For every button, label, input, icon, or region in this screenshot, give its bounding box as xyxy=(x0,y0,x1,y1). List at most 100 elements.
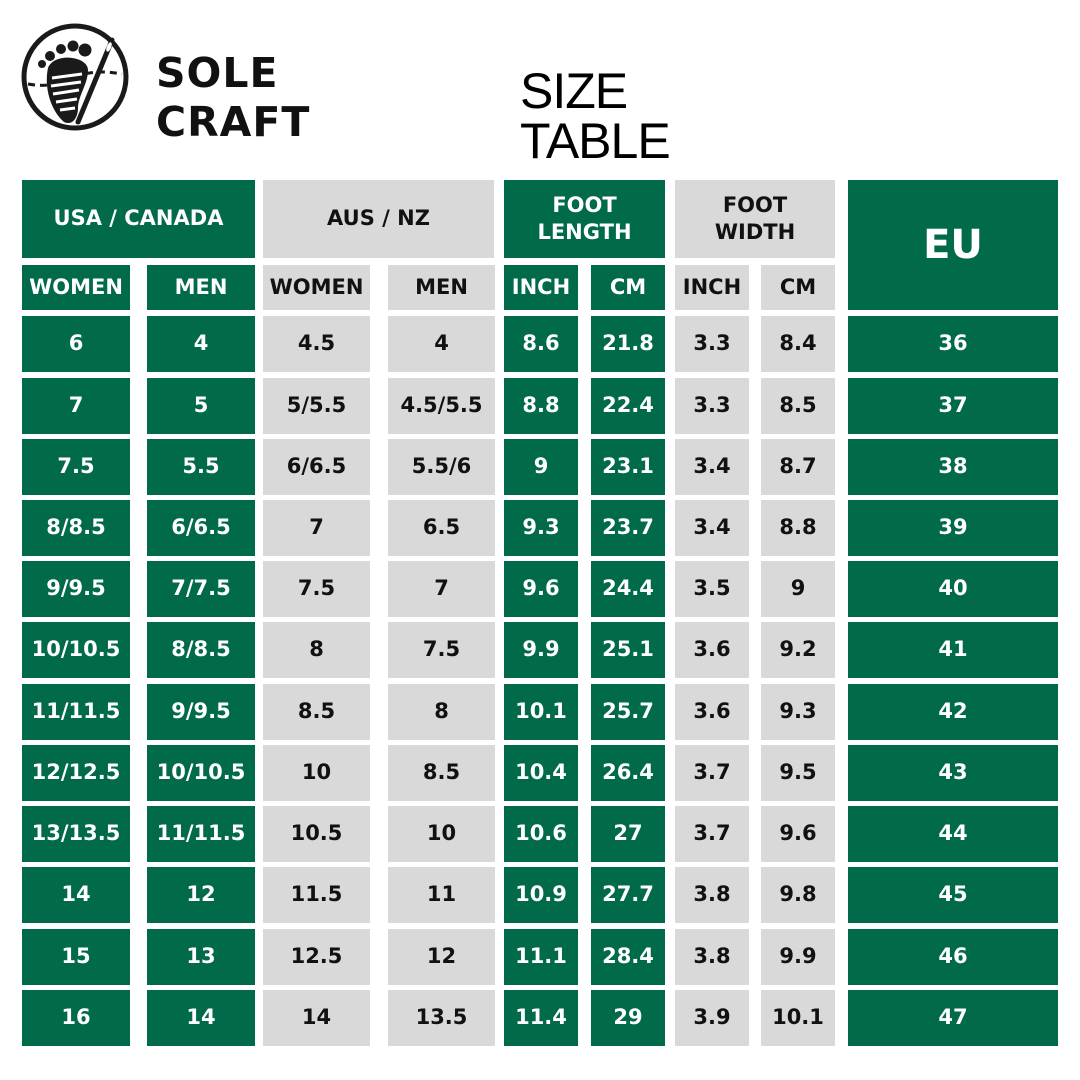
subheader-length-cm: CM xyxy=(591,265,665,310)
cell-usa-women: 11/11.5 xyxy=(22,684,130,740)
cell-length-cm: 27 xyxy=(591,806,665,862)
cell-aus-women: 5/5.5 xyxy=(263,378,370,434)
subheader-usa-women: WOMEN xyxy=(22,265,130,310)
cell-length-cm: 23.1 xyxy=(591,439,665,495)
cell-aus-women: 6/6.5 xyxy=(263,439,370,495)
cell-usa-women: 12/12.5 xyxy=(22,745,130,801)
brand-name-line-1: SOLE xyxy=(156,49,279,97)
cell-aus-men: 12 xyxy=(388,929,495,985)
cell-usa-women: 7 xyxy=(22,378,130,434)
cell-usa-men: 5.5 xyxy=(147,439,255,495)
cell-length-cm: 24.4 xyxy=(591,561,665,617)
cell-length-inch: 8.6 xyxy=(504,316,578,372)
cell-eu: 42 xyxy=(848,684,1058,740)
cell-aus-men: 5.5/6 xyxy=(388,439,495,495)
brand-logo: SOLE CRAFT xyxy=(20,22,309,143)
cell-width-inch: 3.8 xyxy=(675,929,749,985)
cell-aus-women: 10 xyxy=(263,745,370,801)
cell-usa-men: 6/6.5 xyxy=(147,500,255,556)
cell-usa-men: 7/7.5 xyxy=(147,561,255,617)
cell-aus-men: 13.5 xyxy=(388,990,495,1046)
cell-aus-men: 7.5 xyxy=(388,622,495,678)
cell-length-inch: 10.9 xyxy=(504,867,578,923)
cell-length-cm: 23.7 xyxy=(591,500,665,556)
cell-length-inch: 11.4 xyxy=(504,990,578,1046)
cell-usa-women: 7.5 xyxy=(22,439,130,495)
cell-usa-men: 8/8.5 xyxy=(147,622,255,678)
cell-width-inch: 3.7 xyxy=(675,806,749,862)
cell-width-cm: 9.8 xyxy=(761,867,835,923)
cell-length-inch: 10.1 xyxy=(504,684,578,740)
cell-aus-women: 8.5 xyxy=(263,684,370,740)
cell-length-inch: 9 xyxy=(504,439,578,495)
cell-width-cm: 9.6 xyxy=(761,806,835,862)
cell-length-cm: 28.4 xyxy=(591,929,665,985)
cell-width-cm: 9.9 xyxy=(761,929,835,985)
cell-width-cm: 8.4 xyxy=(761,316,835,372)
cell-eu: 46 xyxy=(848,929,1058,985)
cell-eu: 39 xyxy=(848,500,1058,556)
subheader-usa-men: MEN xyxy=(147,265,255,310)
cell-length-cm: 27.7 xyxy=(591,867,665,923)
cell-width-cm: 8.5 xyxy=(761,378,835,434)
cell-usa-men: 4 xyxy=(147,316,255,372)
page-title: SIZE TABLE xyxy=(520,63,671,169)
cell-aus-women: 11.5 xyxy=(263,867,370,923)
cell-aus-women: 7 xyxy=(263,500,370,556)
cell-usa-men: 5 xyxy=(147,378,255,434)
brand-name-line-2: CRAFT xyxy=(156,98,311,146)
subheader-length-inch: INCH xyxy=(504,265,578,310)
cell-aus-men: 6.5 xyxy=(388,500,495,556)
cell-width-inch: 3.3 xyxy=(675,316,749,372)
cell-aus-men: 8.5 xyxy=(388,745,495,801)
cell-eu: 45 xyxy=(848,867,1058,923)
cell-length-inch: 8.8 xyxy=(504,378,578,434)
cell-aus-men: 4 xyxy=(388,316,495,372)
cell-aus-men: 7 xyxy=(388,561,495,617)
cell-usa-women: 6 xyxy=(22,316,130,372)
cell-length-inch: 9.6 xyxy=(504,561,578,617)
cell-aus-women: 12.5 xyxy=(263,929,370,985)
cell-eu: 44 xyxy=(848,806,1058,862)
cell-usa-men: 9/9.5 xyxy=(147,684,255,740)
cell-usa-women: 10/10.5 xyxy=(22,622,130,678)
cell-aus-men: 10 xyxy=(388,806,495,862)
cell-eu: 36 xyxy=(848,316,1058,372)
cell-width-inch: 3.8 xyxy=(675,867,749,923)
cell-width-inch: 3.3 xyxy=(675,378,749,434)
cell-length-cm: 25.1 xyxy=(591,622,665,678)
cell-aus-men: 4.5/5.5 xyxy=(388,378,495,434)
cell-usa-men: 14 xyxy=(147,990,255,1046)
cell-width-inch: 3.6 xyxy=(675,684,749,740)
cell-length-inch: 11.1 xyxy=(504,929,578,985)
cell-length-inch: 10.4 xyxy=(504,745,578,801)
cell-eu: 40 xyxy=(848,561,1058,617)
group-header-foot-length: FOOT LENGTH xyxy=(504,180,665,258)
cell-width-inch: 3.7 xyxy=(675,745,749,801)
cell-eu: 47 xyxy=(848,990,1058,1046)
cell-width-cm: 8.7 xyxy=(761,439,835,495)
cell-eu: 41 xyxy=(848,622,1058,678)
footprint-needle-icon xyxy=(21,23,129,131)
group-header-eu: EU xyxy=(848,180,1058,310)
cell-aus-women: 8 xyxy=(263,622,370,678)
cell-aus-women: 7.5 xyxy=(263,561,370,617)
cell-width-inch: 3.4 xyxy=(675,439,749,495)
cell-width-inch: 3.5 xyxy=(675,561,749,617)
cell-width-cm: 9.3 xyxy=(761,684,835,740)
cell-usa-women: 8/8.5 xyxy=(22,500,130,556)
cell-width-inch: 3.6 xyxy=(675,622,749,678)
cell-usa-men: 11/11.5 xyxy=(147,806,255,862)
cell-usa-women: 9/9.5 xyxy=(22,561,130,617)
group-header-usa-canada: USA / CANADA xyxy=(22,180,255,258)
group-header-aus-nz: AUS / NZ xyxy=(263,180,494,258)
cell-usa-women: 13/13.5 xyxy=(22,806,130,862)
cell-width-cm: 9.5 xyxy=(761,745,835,801)
cell-aus-men: 11 xyxy=(388,867,495,923)
cell-width-inch: 3.4 xyxy=(675,500,749,556)
cell-aus-women: 10.5 xyxy=(263,806,370,862)
cell-usa-women: 15 xyxy=(22,929,130,985)
cell-usa-men: 13 xyxy=(147,929,255,985)
cell-length-cm: 29 xyxy=(591,990,665,1046)
subheader-width-inch: INCH xyxy=(675,265,749,310)
